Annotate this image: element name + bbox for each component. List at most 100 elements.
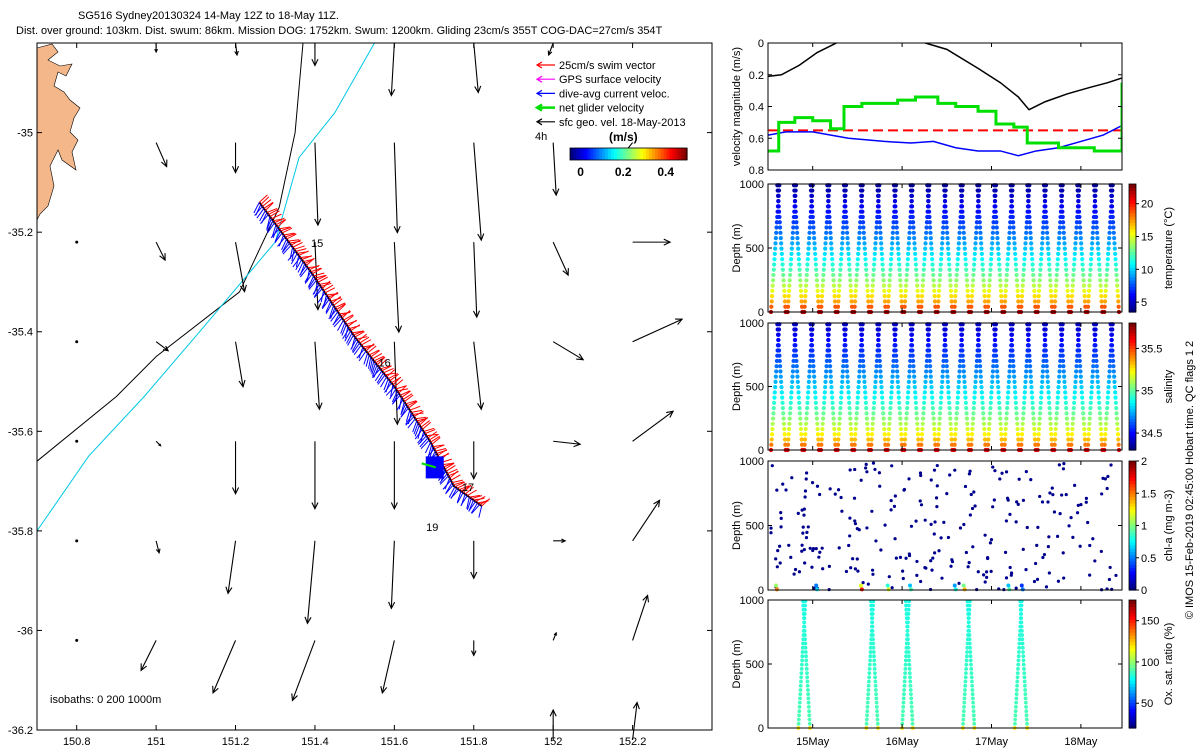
current-vector (420, 439, 430, 450)
swim-vector (389, 373, 399, 382)
current-vector (356, 348, 365, 359)
current-vector (419, 437, 429, 448)
day-label: 15 (311, 238, 323, 250)
swim-vector (381, 365, 392, 372)
panel-ytick-label: 1000 (740, 318, 764, 330)
swim-vector (271, 213, 282, 220)
geo-vector (632, 499, 661, 542)
colorbar-label: Ox. sat. ratio (%) (1163, 623, 1175, 706)
map-xtick-label: 151.8 (460, 736, 488, 748)
current-vector (270, 228, 280, 239)
swim-vector (454, 481, 466, 488)
current-vector (448, 486, 456, 498)
current-vector (428, 444, 433, 457)
swim-vector (419, 417, 429, 426)
swim-vector (424, 428, 436, 435)
day-label: 17 (462, 482, 474, 494)
swim-vector (375, 356, 386, 364)
swim-vector (278, 226, 290, 230)
swim-vector (354, 331, 365, 338)
swim-vector (284, 233, 296, 238)
current-vector (405, 414, 414, 425)
swim-vector (295, 248, 307, 252)
swim-vector (397, 388, 409, 392)
map-xtick-label: 150.8 (63, 736, 91, 748)
geo-vector (380, 640, 395, 695)
geo-vector (470, 441, 478, 481)
current-vector (256, 208, 265, 219)
colorbar-tick-label: 20 (1141, 199, 1153, 211)
map-xtick-label: 152.2 (619, 736, 647, 748)
current-vector (330, 307, 336, 319)
map-ytick-label: -36.2 (8, 725, 33, 737)
date-tick-label: 17May (975, 736, 1009, 748)
swim-vector (453, 481, 464, 486)
panel-ytick-label: 1000 (740, 456, 764, 468)
isobath-200m (36, 42, 304, 462)
legend-arrowhead (535, 89, 543, 97)
swim-vector (408, 401, 418, 409)
geo-vector (393, 142, 401, 234)
swim-vector (263, 201, 274, 209)
swim-vector (353, 330, 364, 336)
swim-vector (333, 298, 343, 306)
salinity-panel: 0 500 1000 Depth (m) 34.5 35 35.5 salinity (731, 318, 1175, 457)
oxygen-profiles (796, 599, 1030, 730)
map-xtick-label: 151.2 (222, 736, 250, 748)
geo-vector (155, 341, 170, 352)
panel-ytick-label: 500 (746, 243, 764, 255)
current-vector (254, 206, 263, 216)
geo-vector (231, 142, 240, 174)
panel-ylabel: Depth (m) (731, 501, 743, 550)
swim-vector (449, 470, 459, 479)
figure-title: SG516 Sydney20130324 14-May 12Z to 18-Ma… (78, 10, 339, 22)
map-panel: 15 16 17 19 150.8 151 151.2 151.4 151.6 151.8 152 1… (8, 42, 713, 748)
swim-vector (266, 207, 278, 213)
geo-vector (212, 640, 237, 695)
geo-vector (75, 638, 79, 642)
current-vector (368, 356, 372, 369)
panel-ytick-label: 1000 (740, 179, 764, 191)
swim-vector (387, 372, 399, 380)
current-vector (330, 311, 339, 322)
colorbar-tick-label: 2 (1141, 456, 1147, 468)
geo-vector (314, 142, 322, 227)
colorbar-tick-label: 150 (1141, 616, 1159, 628)
credit-text: © IMOS 15-Feb-2019 02:45:00 Hobart time.… (1184, 341, 1196, 619)
swim-vector (475, 495, 486, 502)
swim-vector (343, 314, 354, 321)
swim-vector (445, 465, 456, 472)
map-ytick-label: -35.8 (8, 526, 33, 538)
swim-vector (471, 495, 483, 500)
swim-vector (395, 385, 407, 390)
swim-vector (378, 358, 388, 368)
current-vector (369, 358, 373, 371)
isobath-note: isobaths: 0 200 1000m (50, 694, 161, 706)
swim-vector (466, 489, 477, 497)
current-vector (277, 236, 286, 247)
current-vector (253, 202, 260, 214)
geo-vector (632, 594, 650, 641)
colorbar-tick-label: 34.5 (1141, 428, 1162, 440)
swim-vector (359, 336, 370, 344)
current-vector (266, 218, 272, 230)
swim-vector (376, 356, 386, 366)
colorbar-tick-label: 50 (1141, 698, 1153, 710)
legend-label: GPS surface velocity (559, 74, 662, 86)
panel-ylabel: Depth (m) (731, 362, 743, 411)
legend-arrowhead (535, 61, 543, 69)
swim-vector (330, 297, 342, 302)
current-vector (412, 420, 418, 433)
current-vector (342, 328, 350, 339)
current-vector (371, 362, 377, 375)
current-vector (413, 422, 419, 435)
swim-vector (403, 394, 414, 403)
temperature-profiles (768, 183, 1122, 315)
current-vector (456, 492, 464, 504)
swim-vector (336, 303, 346, 311)
current-vector (391, 394, 401, 405)
current-vector (347, 334, 354, 346)
legend-scale-label: 4h (535, 131, 547, 143)
map-ytick-label: -35 (17, 128, 33, 140)
current-vector (282, 240, 289, 253)
